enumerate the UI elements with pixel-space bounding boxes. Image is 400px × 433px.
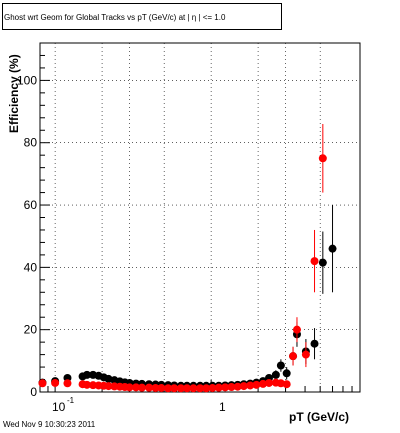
data-point	[246, 381, 255, 390]
data-point	[289, 352, 298, 361]
x-tick-labels: 10 -1 1	[52, 396, 226, 414]
data-point	[227, 383, 236, 392]
data-point	[310, 257, 319, 266]
data-point	[189, 384, 198, 393]
x-tick-label-one: 1	[219, 400, 226, 414]
data-point	[132, 383, 141, 392]
y-axis-title: Efficiency (%)	[7, 54, 21, 133]
y-tick-label: 0	[30, 385, 37, 399]
data-point	[63, 379, 72, 388]
chart-title-box: Ghost wrt Geom for Global Tracks vs pT (…	[2, 3, 282, 30]
y-tick-label: 60	[24, 198, 38, 212]
footer-timestamp: Wed Nov 9 10:30:23 2011	[3, 420, 96, 429]
data-point	[151, 383, 160, 392]
x-tick-label-exponent: -1	[67, 396, 75, 405]
plot-frame	[39, 42, 361, 393]
data-point	[318, 258, 327, 267]
data-point	[282, 369, 291, 378]
data-point	[214, 383, 223, 392]
y-tick-label: 40	[24, 260, 38, 274]
data-point	[82, 370, 91, 379]
chart-title: Ghost wrt Geom for Global Tracks vs pT (…	[4, 13, 226, 22]
data-point	[252, 380, 261, 389]
series-1	[38, 124, 327, 393]
data-point	[258, 379, 267, 388]
data-point	[328, 244, 337, 253]
data-point	[38, 379, 47, 388]
data-point	[51, 378, 60, 387]
axis-ticks	[39, 42, 361, 393]
data-point	[157, 383, 166, 392]
data-point	[182, 384, 191, 393]
data-point	[292, 325, 301, 334]
data-point	[318, 154, 327, 163]
grid-lines	[40, 43, 360, 393]
data-point	[282, 380, 291, 389]
y-tick-label: 20	[24, 323, 38, 337]
data-point	[170, 384, 179, 393]
series-0	[38, 205, 337, 390]
data-point	[202, 384, 211, 393]
data-point	[301, 350, 310, 359]
data-point	[208, 383, 217, 392]
data-series	[38, 124, 337, 393]
data-point	[233, 382, 242, 391]
data-point	[82, 380, 91, 389]
data-point	[104, 382, 113, 391]
data-point	[239, 382, 248, 391]
y-tick-label: 80	[24, 136, 38, 150]
data-point	[137, 383, 146, 392]
data-point	[164, 384, 173, 393]
data-point	[196, 384, 205, 393]
data-point	[145, 383, 154, 392]
y-tick-label: 100	[17, 73, 37, 87]
x-tick-label-base: 10	[52, 400, 66, 414]
data-point	[125, 383, 134, 392]
data-point	[271, 370, 280, 379]
data-point	[265, 378, 274, 387]
data-point	[176, 384, 185, 393]
data-point	[221, 383, 230, 392]
y-tick-labels: 0 20 40 60 80 100	[17, 73, 37, 399]
data-point	[310, 339, 319, 348]
x-axis-title: pT (GeV/c)	[289, 410, 349, 424]
data-point	[276, 361, 285, 370]
